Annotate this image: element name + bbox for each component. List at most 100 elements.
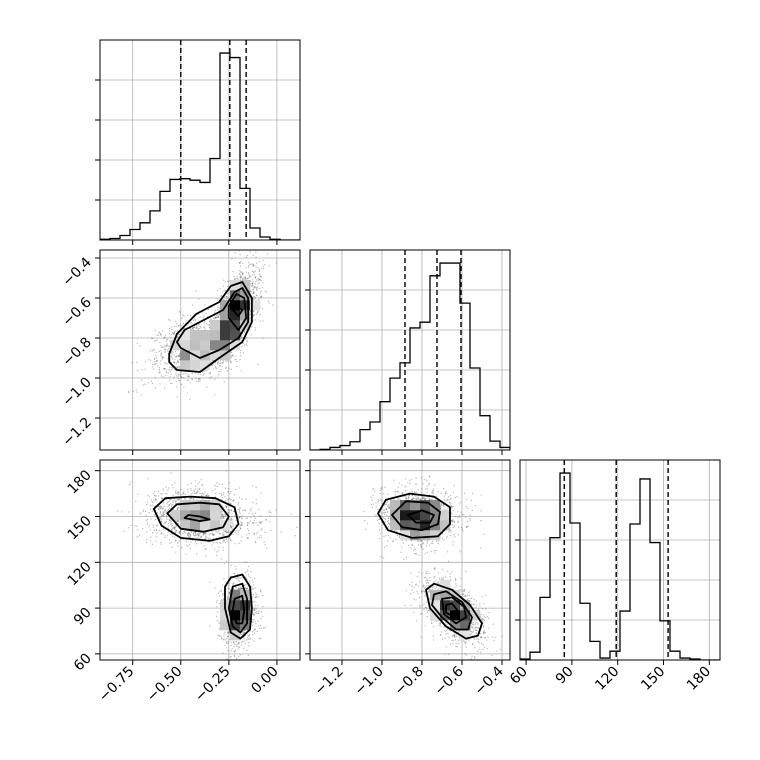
scatter-point <box>140 394 143 396</box>
scatter-point <box>165 344 167 347</box>
scatter-point <box>260 267 263 270</box>
hist-clip-group <box>100 40 300 240</box>
scatter-point <box>237 517 240 520</box>
scatter-point <box>150 536 152 538</box>
scatter-point <box>224 631 226 633</box>
scatter-point <box>174 526 177 529</box>
scatter-point <box>159 332 161 334</box>
scatter-point <box>171 546 173 549</box>
scatter-point <box>200 326 202 329</box>
scatter-point <box>169 376 171 378</box>
scatter-point <box>236 360 238 363</box>
scatter-point <box>252 254 254 257</box>
scatter-point <box>216 551 218 553</box>
scatter-point <box>231 355 233 357</box>
scatter-point <box>226 658 228 660</box>
scatter-point <box>225 515 227 517</box>
scatter-point <box>246 649 248 652</box>
scatter-point <box>197 380 200 383</box>
scatter-point <box>166 343 168 345</box>
scatter-point <box>183 386 185 388</box>
scatter-point <box>168 332 170 335</box>
scatter-point <box>174 500 177 502</box>
density-cell <box>180 360 191 371</box>
scatter-point <box>227 631 230 633</box>
scatter-point <box>247 638 250 640</box>
scatter-point <box>242 352 245 354</box>
scatter-point <box>230 641 232 643</box>
scatter-point <box>228 509 230 511</box>
scatter-point <box>251 579 253 582</box>
scatter-point <box>177 523 180 525</box>
scatter-point <box>226 498 228 500</box>
scatter-point <box>242 647 245 650</box>
scatter-point <box>217 363 219 365</box>
x-tick-label: 150 <box>638 664 668 694</box>
density-cell <box>200 330 211 341</box>
scatter-point <box>253 609 255 611</box>
scatter-point <box>159 517 162 519</box>
scatter-point <box>166 362 169 365</box>
scatter-point <box>251 326 253 328</box>
density-cell <box>210 330 221 341</box>
scatter-point <box>250 275 252 277</box>
scatter-point <box>239 526 241 529</box>
scatter-point <box>252 593 255 596</box>
scatter-point <box>180 376 182 378</box>
y-tick-label: −1.2 <box>59 415 94 450</box>
scatter-point <box>233 655 236 658</box>
scatter-point <box>230 351 233 354</box>
scatter-point <box>253 310 255 313</box>
scatter-point <box>211 360 213 362</box>
scatter-point <box>222 639 225 641</box>
scatter-point <box>242 272 244 274</box>
scatter-point <box>265 291 268 293</box>
scatter-point <box>178 531 180 534</box>
scatter-point <box>209 581 211 583</box>
scatter-point <box>254 517 257 520</box>
scatter-point <box>224 505 227 507</box>
scatter-point <box>142 509 145 511</box>
scatter-point <box>235 358 237 361</box>
scatter-point <box>162 528 165 530</box>
scatter-point <box>175 320 177 323</box>
scatter-point <box>195 290 197 292</box>
scatter-point <box>250 510 252 512</box>
scatter-point <box>215 554 218 557</box>
scatter-point <box>214 378 216 380</box>
scatter-point <box>227 641 230 643</box>
scatter-point <box>217 634 219 636</box>
scatter-point <box>149 350 152 352</box>
scatter-point <box>179 530 182 532</box>
scatter-point <box>255 622 257 625</box>
scatter-point <box>244 576 247 578</box>
scatter-point <box>174 502 177 504</box>
scatter-point <box>146 518 149 521</box>
scatter-point <box>252 271 255 273</box>
scatter-point <box>220 494 223 497</box>
scatter-point <box>252 281 254 283</box>
density-cell <box>180 330 191 341</box>
scatter-point <box>160 354 162 357</box>
scatter-point <box>175 326 177 328</box>
scatter-point <box>176 508 178 510</box>
scatter-point <box>174 350 177 353</box>
scatter-point <box>221 496 223 498</box>
scatter-point <box>246 588 248 590</box>
scatter-point <box>290 513 292 515</box>
scatter-point <box>177 545 179 547</box>
scatter-point <box>208 372 210 375</box>
density-cell <box>220 310 231 321</box>
scatter-point <box>184 497 186 500</box>
scatter-point <box>199 316 201 318</box>
scatter-point <box>270 511 272 514</box>
scatter-point <box>177 373 179 376</box>
scatter-point <box>236 275 238 278</box>
scatter-point <box>129 481 132 483</box>
scatter-point <box>198 327 200 330</box>
scatter-point <box>169 319 171 322</box>
scatter-point <box>177 361 179 363</box>
scatter-point <box>267 300 270 302</box>
scatter-point <box>192 492 194 494</box>
